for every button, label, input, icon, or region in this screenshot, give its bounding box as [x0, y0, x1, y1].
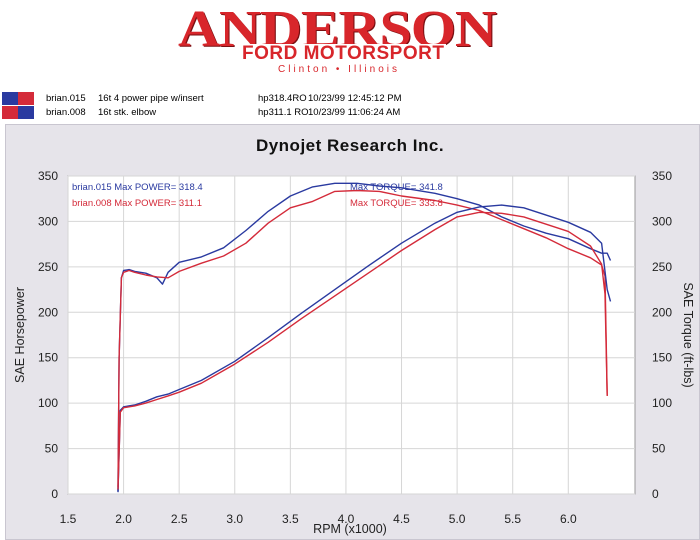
max-torque-annotation: Max TORQUE= 333.8 — [350, 198, 443, 209]
grid — [67, 175, 635, 495]
series-lines — [117, 182, 612, 493]
y2-tick-label: 200 — [652, 305, 672, 319]
x-tick-label: 5.0 — [449, 512, 466, 526]
run-stamp: 10/23/99 11:06:24 AM — [308, 107, 401, 118]
y-tick-label: 250 — [38, 260, 58, 274]
y2-tick-label: 300 — [652, 214, 672, 228]
series-line-brian-008-torque — [117, 189, 608, 487]
logo-location: Clinton • Illinois — [278, 64, 400, 75]
y2-tick-label: 350 — [652, 169, 672, 183]
max-power-annotation: brian.015 Max POWER= 318.4 — [72, 182, 203, 193]
x-axis-label: RPM (x1000) — [313, 522, 387, 536]
x-tick-label: 6.0 — [560, 512, 577, 526]
x-tick-label: 2.5 — [171, 512, 188, 526]
series-line-brian-008-power — [117, 211, 608, 490]
run-desc: 16t 4 power pipe w/insert — [98, 93, 204, 104]
y-tick-label: 300 — [38, 214, 58, 228]
logo-subtitle: FORD MOTORSPORT — [240, 43, 447, 64]
run-file: brian.015 — [46, 93, 86, 104]
y-tick-label: 200 — [38, 305, 58, 319]
series-line-brian-015-power — [117, 204, 612, 493]
y2-tick-label: 50 — [652, 442, 666, 456]
y-tick-label: 50 — [45, 442, 59, 456]
x-tick-label: 3.5 — [282, 512, 299, 526]
run-swatch-left — [2, 106, 18, 119]
run-desc: 16t stk. elbow — [98, 107, 157, 118]
x-tick-label: 3.0 — [226, 512, 243, 526]
max-power-annotation: brian.008 Max POWER= 311.1 — [72, 198, 202, 209]
y2-tick-label: 100 — [652, 396, 672, 410]
run-row: brian.008 16t stk. elbow hp311.1 RO 10/2… — [2, 106, 422, 120]
run-swatch-right — [18, 92, 34, 105]
run-hp: hp311.1 RO — [258, 107, 309, 118]
anderson-logo: ANDERSON FORD MOTORSPORT Clinton • Illin… — [178, 2, 497, 80]
x-tick-label: 4.0 — [338, 512, 355, 526]
series-line-brian-015-torque — [117, 182, 612, 492]
y-tick-label: 350 — [38, 169, 58, 183]
run-row: brian.015 16t 4 power pipe w/insert hp31… — [2, 92, 422, 106]
run-stamp: 10/23/99 12:45:12 PM — [308, 93, 402, 104]
y2-tick-label: 250 — [652, 260, 672, 274]
max-torque-annotation: Max TORQUE= 341.8 — [350, 182, 443, 193]
x-tick-label: 2.0 — [115, 512, 132, 526]
tick-labels: 0 0 50 50 100 100 150 150 200 200 250 250 300 300 350 3… — [38, 169, 672, 526]
y-tick-label: 0 — [51, 487, 58, 501]
y2-tick-label: 150 — [652, 351, 672, 365]
x-tick-label: 5.5 — [504, 512, 521, 526]
run-hp: hp318.4RO — [258, 93, 307, 104]
y-axis-label: SAE Horsepower — [13, 287, 27, 383]
plot-area — [67, 175, 636, 495]
chart-title: Dynojet Research Inc. — [255, 136, 445, 155]
y-tick-label: 150 — [38, 351, 58, 365]
y-tick-label: 100 — [38, 396, 58, 410]
run-file: brian.008 — [46, 107, 86, 118]
annotations: brian.015 Max POWER= 318.4 brian.008 Max … — [72, 182, 443, 209]
y2-axis-label: SAE Torque (ft-lbs) — [681, 282, 695, 387]
x-tick-label: 1.5 — [60, 512, 77, 526]
run-swatch-right — [18, 106, 34, 119]
x-tick-label: 4.5 — [393, 512, 410, 526]
y2-tick-label: 0 — [652, 487, 659, 501]
run-swatch-left — [2, 92, 18, 105]
